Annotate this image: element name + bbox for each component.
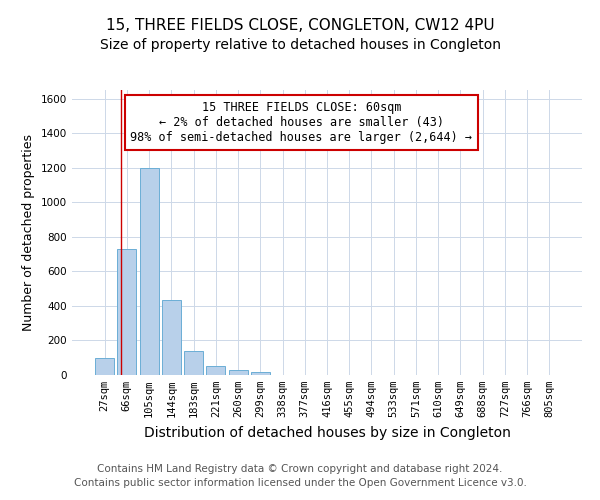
Bar xyxy=(140,168,158,375)
Bar xyxy=(206,366,225,375)
Bar xyxy=(95,358,114,375)
Bar xyxy=(251,372,270,375)
Text: 15 THREE FIELDS CLOSE: 60sqm
← 2% of detached houses are smaller (43)
98% of sem: 15 THREE FIELDS CLOSE: 60sqm ← 2% of det… xyxy=(131,102,473,144)
Text: Contains HM Land Registry data © Crown copyright and database right 2024.
Contai: Contains HM Land Registry data © Crown c… xyxy=(74,464,526,487)
Text: Size of property relative to detached houses in Congleton: Size of property relative to detached ho… xyxy=(100,38,500,52)
Text: 15, THREE FIELDS CLOSE, CONGLETON, CW12 4PU: 15, THREE FIELDS CLOSE, CONGLETON, CW12 … xyxy=(106,18,494,32)
Bar xyxy=(184,351,203,375)
Bar xyxy=(229,370,248,375)
Y-axis label: Number of detached properties: Number of detached properties xyxy=(22,134,35,331)
X-axis label: Distribution of detached houses by size in Congleton: Distribution of detached houses by size … xyxy=(143,426,511,440)
Bar xyxy=(118,249,136,375)
Bar xyxy=(162,300,181,375)
